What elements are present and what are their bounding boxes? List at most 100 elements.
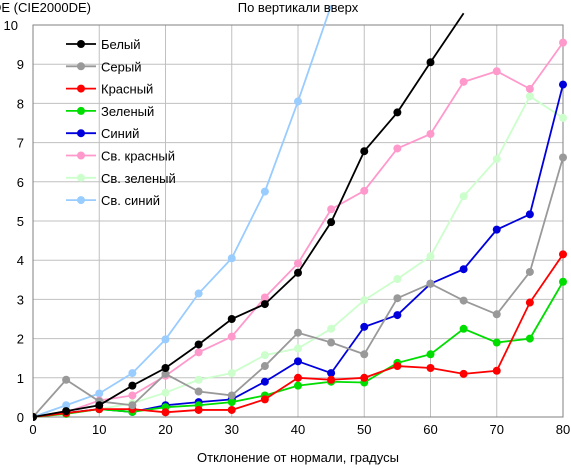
series-1-point [161,364,170,372]
series-2-point [227,391,236,400]
series-6-point [360,186,369,195]
series-1-point [194,340,203,349]
series-5-point [360,322,369,331]
series-1-point [393,108,402,117]
y-tick-label: 0 [17,410,24,425]
series-2-point [161,369,170,378]
legend-label: Св. синий [101,193,160,208]
series-2-point [260,362,269,371]
legend: Белый Серый Красный Зеленый Синий Св. красный… [66,37,176,208]
series-3-point [161,408,170,417]
series-2-point [459,296,468,305]
series-7-point [559,113,567,122]
x-tick-label: 80 [556,422,570,437]
series-6-point [194,348,203,357]
series-4-point [294,381,302,390]
series-7-point [161,388,170,397]
series-5-point [459,265,468,274]
y-tick-label: 3 [17,292,24,307]
legend-marker [77,196,85,205]
series-8-point [194,289,203,298]
series-5-point [294,357,302,366]
x-tick-label: 20 [158,422,172,437]
y-tick-label: 7 [17,136,24,151]
series-6-point [559,38,567,47]
series-8 [33,5,332,421]
legend-item: Св. зеленый [66,171,176,186]
legend-marker [77,151,85,160]
series-6-point [492,67,501,76]
legend-label: Белый [101,37,141,52]
series-8-point [161,335,170,344]
series-6-point [525,84,534,93]
x-tick-label: 10 [92,422,106,437]
series-4-point [525,334,534,343]
series-7-point [294,344,302,353]
series-3-point [294,373,302,382]
y-tick-label: 4 [17,253,24,268]
series-1-point [294,268,302,277]
legend-marker [77,62,85,71]
legend-item: Белый [66,37,141,52]
legend-marker [77,40,85,48]
series-3-point [426,364,435,372]
series-8-point [95,389,104,398]
series-3-point [194,405,203,414]
x-tick-label: 40 [291,422,305,437]
series-2-point [492,310,501,319]
series-8-point [294,97,302,106]
series-6-point [294,259,302,268]
series-3-point [227,405,236,414]
x-tick-label: 60 [423,422,437,437]
chart-title: По вертикали вверх [238,0,359,15]
x-tick-label: 0 [29,422,36,437]
series-2-point [62,375,71,384]
legend-label: Св. красный [101,149,175,164]
legend-label: Синий [101,126,139,141]
series-1-point [327,218,336,227]
series-3-point [360,373,369,382]
legend-item: Св. синий [66,193,160,208]
series-5-point [525,210,534,219]
plot-area-frame [32,24,564,418]
series-2-point [426,279,435,288]
series-7-point [459,192,468,201]
y-axis-title: DE (CIE2000DE) [0,0,91,15]
series-8-point [62,401,71,410]
series-6-point [128,391,137,400]
y-tick-label: 2 [17,332,24,347]
series-3-point [492,366,501,375]
series-group [33,5,567,421]
y-tick-label: 6 [17,175,24,190]
legend-marker [77,84,85,93]
series-5-point [492,225,501,234]
y-tick-label: 8 [17,96,24,111]
series-1-point [260,300,269,309]
series-7-point [260,351,269,360]
series-7-point [327,324,336,333]
series-7-point [525,92,534,101]
series-1-point [227,315,236,323]
series-8-line [33,5,332,418]
series-2-point [393,294,402,303]
series-7-point [227,369,236,378]
y-tick-label: 5 [17,214,24,229]
series-7-point [426,252,435,261]
x-tick-label: 30 [225,422,239,437]
legend-marker [77,129,85,138]
series-6-point [393,144,402,153]
legend-item: Св. красный [66,149,175,164]
series-2-point [525,267,534,276]
y-tick-label: 10 [4,18,18,33]
series-4-point [559,277,567,286]
series-8-point [227,254,236,263]
series-3-point [525,298,534,307]
legend-marker [77,173,85,182]
series-6-point [327,205,336,214]
y-tick-label: 1 [17,371,24,386]
legend-label: Св. зеленый [101,171,176,186]
series-4-point [492,338,501,347]
series-7-point [194,375,203,384]
series-3-point [559,250,567,259]
